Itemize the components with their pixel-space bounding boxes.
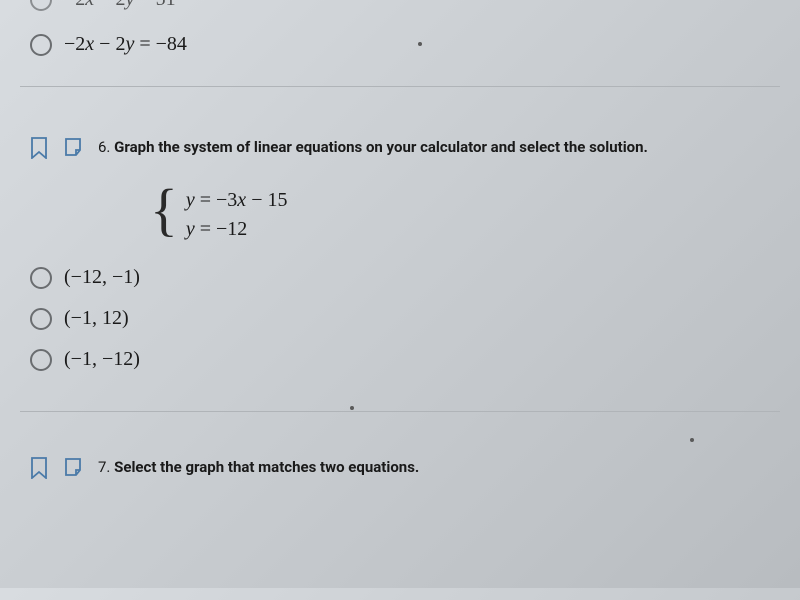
bookmark-icon[interactable] bbox=[30, 457, 48, 479]
dot-artifact bbox=[350, 406, 354, 410]
option-text: −2x − 2y − 51 bbox=[64, 0, 176, 11]
radio-option[interactable] bbox=[30, 349, 52, 371]
question-prompt: Graph the system of linear equations on … bbox=[114, 138, 648, 156]
equation-system: { y = −3x − 15 y = −12 bbox=[150, 189, 800, 241]
option-text: (−1, −12) bbox=[64, 348, 140, 371]
equation-line-1: y = −3x − 15 bbox=[186, 189, 288, 212]
question-prompt: Select the graph that matches two equati… bbox=[114, 458, 419, 476]
note-icon[interactable] bbox=[63, 137, 83, 157]
question-divider bbox=[20, 86, 780, 87]
radio-option[interactable] bbox=[30, 308, 52, 330]
note-icon[interactable] bbox=[63, 457, 83, 477]
dot-artifact bbox=[418, 42, 422, 46]
question-number: 6. bbox=[98, 138, 110, 156]
question-number: 7. bbox=[98, 458, 110, 476]
equation-line-2: y = −12 bbox=[186, 218, 288, 241]
bookmark-icon[interactable] bbox=[30, 137, 48, 159]
option-text: −2x − 2y = −84 bbox=[64, 33, 187, 56]
dot-artifact bbox=[690, 438, 694, 442]
question-text: 6. Graph the system of linear equations … bbox=[98, 137, 648, 158]
brace-icon: { bbox=[150, 187, 178, 233]
radio-option[interactable] bbox=[30, 34, 52, 56]
radio-option[interactable] bbox=[30, 267, 52, 289]
radio-option[interactable] bbox=[30, 0, 52, 11]
question-divider bbox=[20, 411, 780, 412]
option-text: (−1, 12) bbox=[64, 307, 129, 330]
question-text: 7. Select the graph that matches two equ… bbox=[98, 457, 419, 478]
option-text: (−12, −1) bbox=[64, 266, 140, 289]
